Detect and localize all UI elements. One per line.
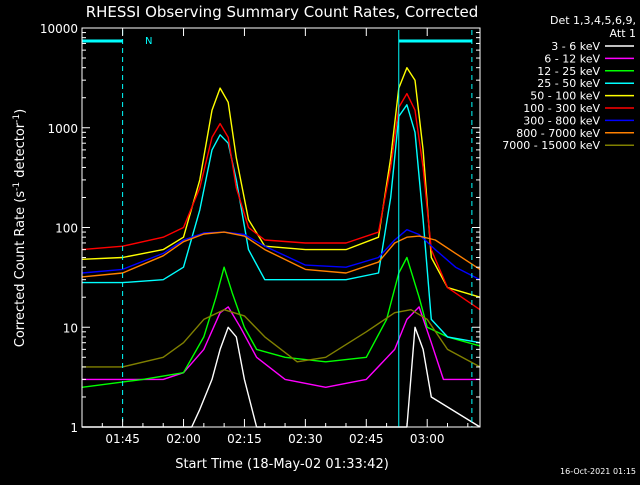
- legend-label-12-25-kev: 12 - 25 keV: [537, 65, 600, 78]
- y-axis-label: Corrected Count Rate (s-1 detector-1): [12, 109, 28, 347]
- x-tick-label: 02:00: [166, 432, 201, 446]
- series-layer: [81, 66, 481, 428]
- series-line-12-25-kev: [81, 256, 481, 388]
- x-tick-label: 01:45: [105, 432, 140, 446]
- y-tick-label: 100: [55, 222, 78, 236]
- y-axis: 1 10 100 1000 10000: [40, 22, 480, 435]
- x-tick-label: 02:30: [288, 432, 323, 446]
- x-axis: 01:45 02:00 02:15 02:30 02:45 03:00: [81, 28, 469, 446]
- legend-label-100-300-kev: 100 - 300 keV: [523, 102, 600, 115]
- series-line-100-300-kev: [81, 92, 481, 311]
- legend-label-6-12-kev: 6 - 12 keV: [544, 52, 600, 65]
- chart-title: RHESSI Observing Summary Count Rates, Co…: [86, 3, 479, 21]
- legend-label-3-6-kev: 3 - 6 keV: [551, 40, 600, 53]
- legend-label-7000-15000-kev: 7000 - 15000 keV: [502, 139, 600, 152]
- y-axis-label-close: ): [13, 109, 28, 114]
- y-tick-label: 10: [63, 321, 78, 335]
- series-line-800-7000-kev: [81, 231, 481, 278]
- footer-timestamp: 16-Oct-2021 01:15: [560, 467, 636, 476]
- legend-label-25-50-kev: 25 - 50 keV: [537, 77, 600, 90]
- y-axis-label-sup2: -1: [12, 114, 22, 123]
- legend-header-line-2: Att 1: [610, 27, 636, 40]
- legend-header-line-1: Det 1,3,4,5,6,9,: [550, 14, 636, 27]
- legend-label-300-800-kev: 300 - 800 keV: [523, 114, 600, 127]
- x-axis-label: Start Time (18-May-02 01:33:42): [175, 457, 389, 472]
- y-tick-label: 10000: [40, 22, 78, 36]
- legend-label-50-100-kev: 50 - 100 keV: [530, 90, 600, 103]
- legend-label-800-7000-kev: 800 - 7000 keV: [516, 127, 600, 140]
- series-line-7000-15000-kev: [82, 309, 481, 368]
- series-line-3-6-kev: [82, 326, 481, 428]
- x-tick-label: 02:15: [227, 432, 262, 446]
- attenuator-markers: [82, 30, 473, 427]
- x-tick-label: 02:45: [349, 432, 384, 446]
- y-axis-label-sup: -1: [12, 182, 22, 191]
- night-marker: N: [145, 36, 152, 47]
- series-line-300-800-kev: [81, 228, 481, 281]
- y-tick-label: 1000: [47, 122, 78, 136]
- y-axis-label-main: Corrected Count Rate (s: [13, 191, 28, 348]
- x-tick-label: 03:00: [410, 432, 445, 446]
- y-tick-label: 1: [70, 421, 78, 435]
- y-axis-label-end: detector: [13, 122, 28, 182]
